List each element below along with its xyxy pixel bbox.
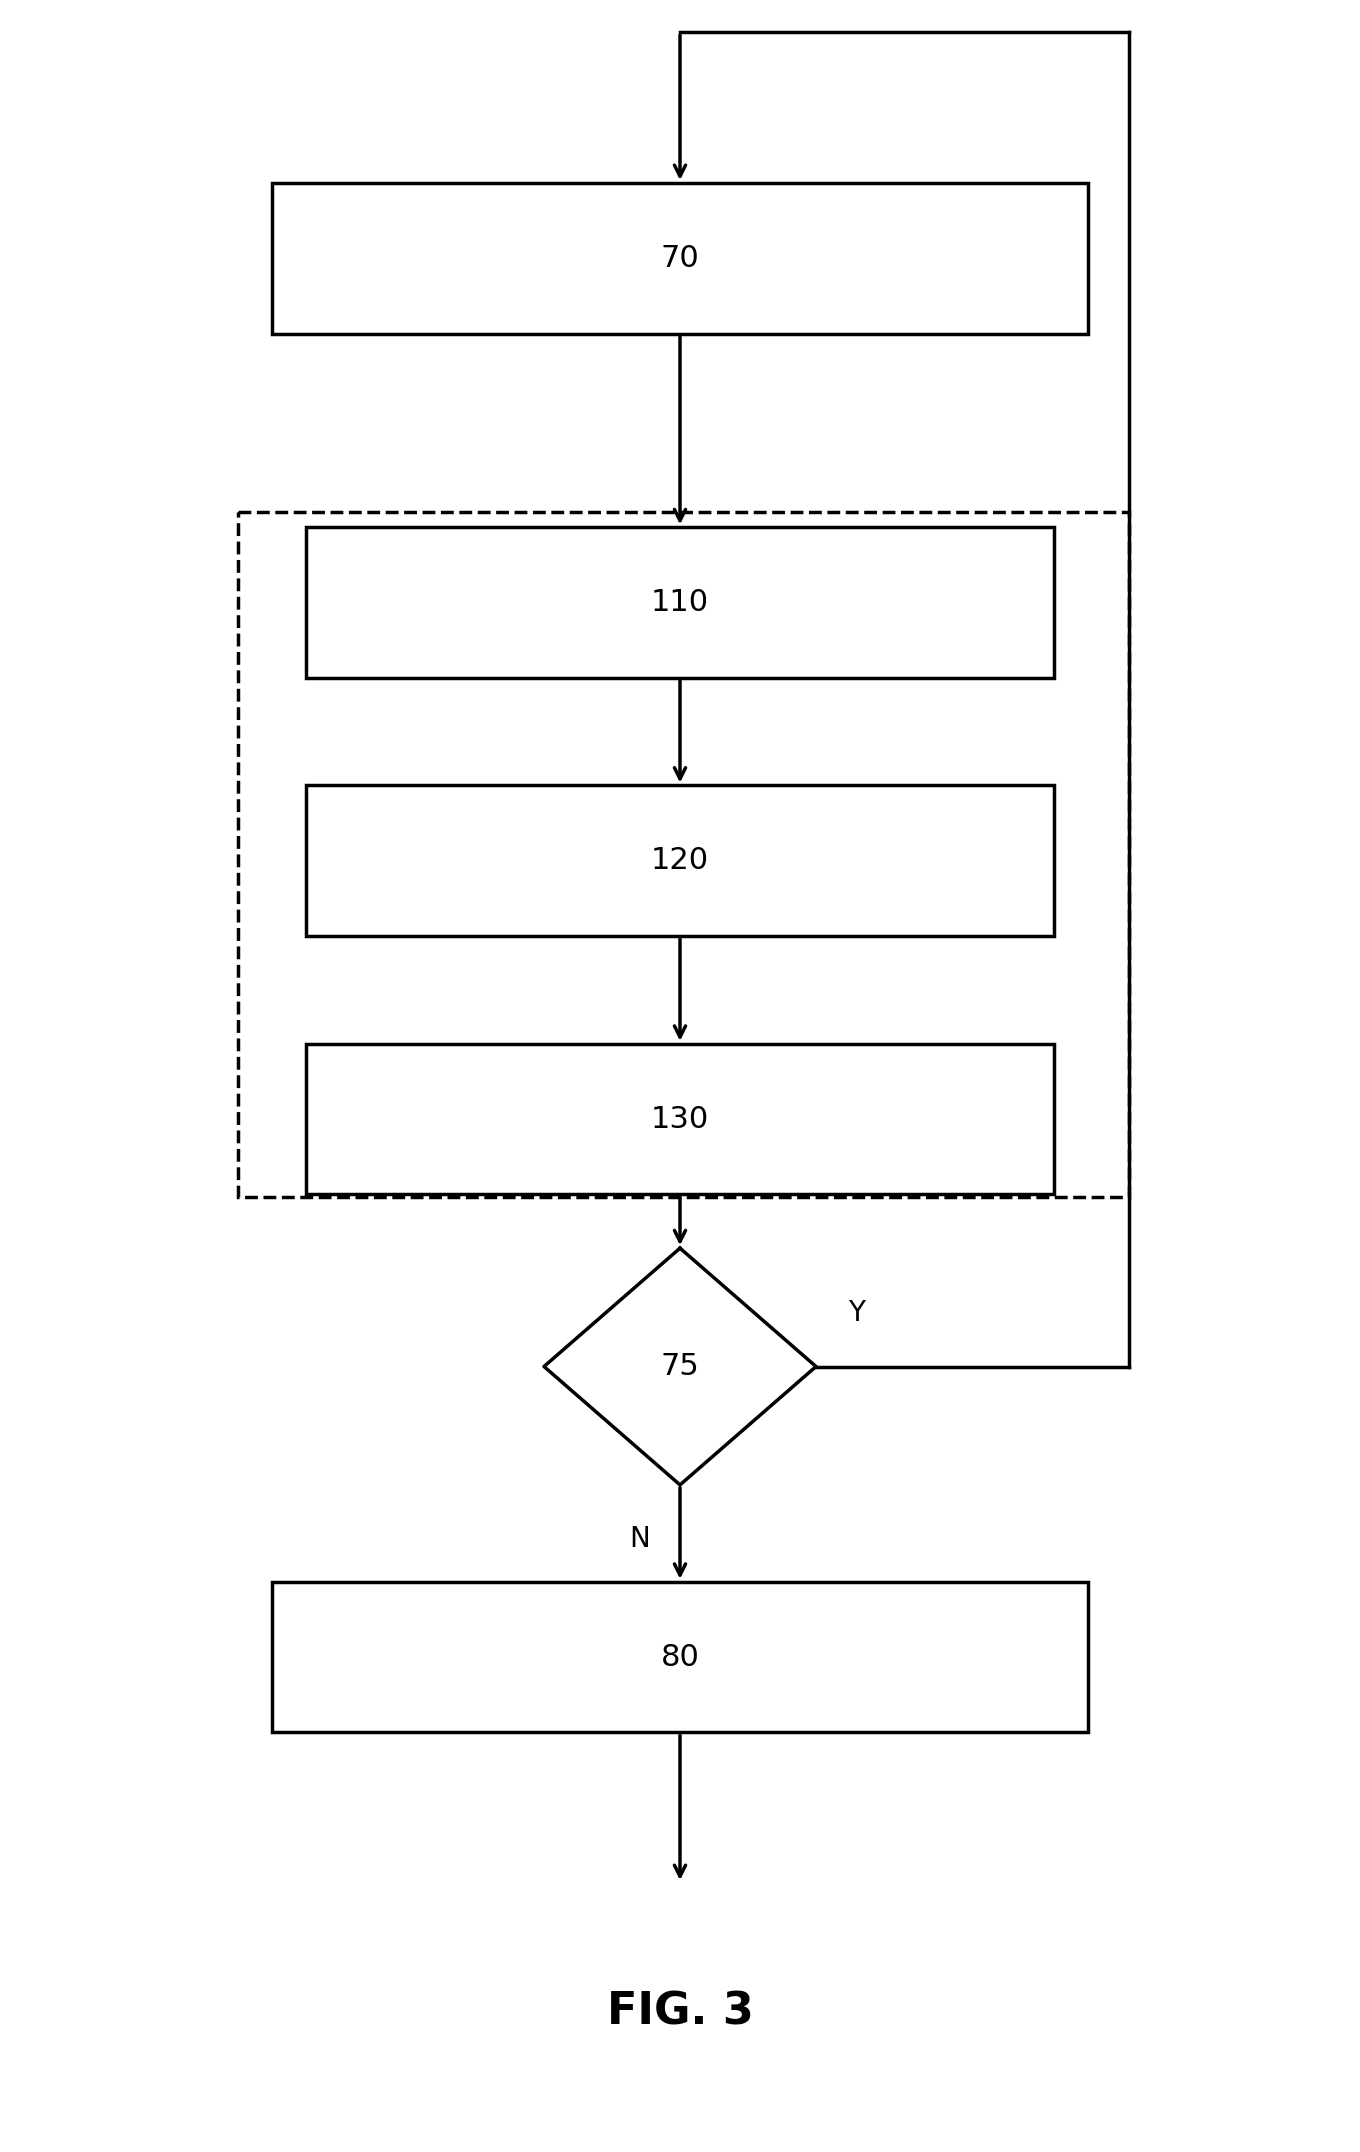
Text: 80: 80 xyxy=(661,1642,699,1672)
Text: 110: 110 xyxy=(651,587,709,618)
Text: FIG. 3: FIG. 3 xyxy=(607,1991,753,2034)
FancyBboxPatch shape xyxy=(306,785,1054,936)
Text: 70: 70 xyxy=(661,243,699,273)
Text: 120: 120 xyxy=(651,846,709,876)
FancyBboxPatch shape xyxy=(272,183,1088,334)
FancyBboxPatch shape xyxy=(306,1044,1054,1194)
Text: 75: 75 xyxy=(661,1351,699,1382)
Text: 130: 130 xyxy=(651,1104,709,1134)
Text: N: N xyxy=(628,1524,650,1554)
Text: Y: Y xyxy=(849,1298,865,1328)
Bar xyxy=(238,512,1129,1197)
FancyBboxPatch shape xyxy=(306,527,1054,678)
FancyBboxPatch shape xyxy=(272,1582,1088,1732)
Polygon shape xyxy=(544,1248,816,1485)
